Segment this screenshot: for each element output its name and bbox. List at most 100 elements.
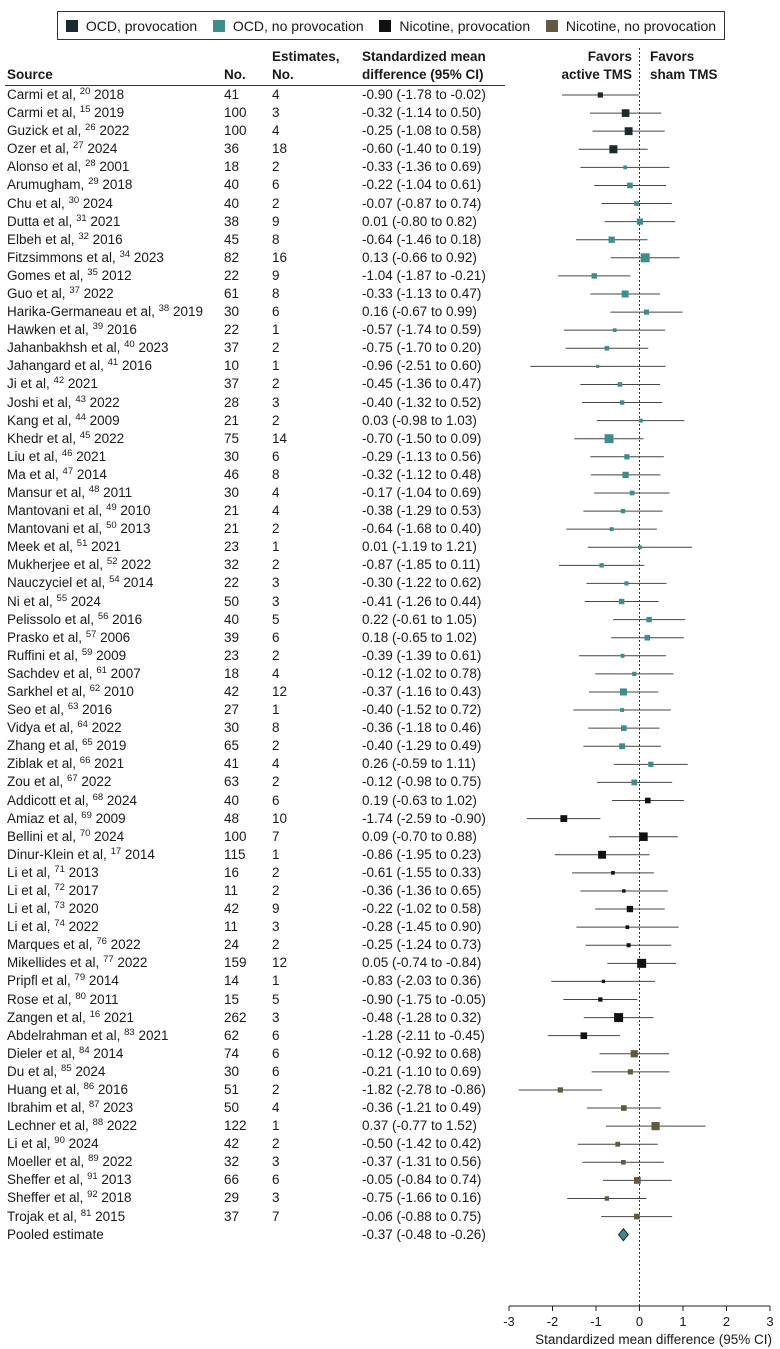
smd-cell: -0.60 (-1.40 to 0.19) [362,140,481,158]
point-estimate-marker [596,364,600,368]
pooled-label: Pooled estimate [7,1226,104,1242]
smd-cell: -0.21 (-1.10 to 0.69) [362,1063,481,1081]
estimates-cell: 2 [272,1135,280,1153]
estimates-cell: 7 [272,1208,280,1226]
n-cell: 11 [224,918,238,936]
study-estimates: 10 [272,810,288,826]
smd-cell: 0.01 (-0.80 to 0.82) [362,213,477,231]
study-ref: 44 [75,411,86,423]
study-smd-ci: 0.26 (-0.59 to 1.11) [362,756,476,772]
point-estimate-marker [623,165,628,170]
point-estimate-marker [629,490,635,496]
n-cell: 42 [224,900,239,918]
study-smd-ci: -1.74 (-2.59 to -0.90) [362,810,486,826]
study-year: 2022 [106,1118,137,1134]
study-author: Jahanbakhsh et al, [7,340,121,356]
study-n: 37 [224,376,240,392]
smd-cell: -0.96 (-2.51 to 0.60) [362,357,481,375]
study-author: Sheffer et al, [7,1172,84,1188]
study-author: Ji et al, [7,376,50,392]
point-estimate-marker [619,400,625,405]
point-estimate-marker [604,434,614,444]
smd-cell: -1.04 (-1.87 to -0.21) [362,267,486,285]
source-cell: Zhang et al, 65 2019 [7,737,126,755]
n-cell: 100 [224,828,247,846]
estimates-cell: 12 [272,954,287,972]
smd-cell: -0.39 (-1.39 to 0.61) [362,647,481,665]
header-smd-line2: difference (95% CI) [362,67,484,82]
x-tick-label: 1 [679,1314,686,1329]
estimates-cell: 4 [272,484,280,502]
study-smd-ci: -0.83 (-2.03 to 0.36) [362,973,482,989]
study-year: 2011 [103,484,133,500]
study-n: 65 [224,738,240,754]
study-year: 2024 [106,792,137,808]
smd-cell: -0.06 (-0.88 to 0.75) [362,1208,481,1226]
source-cell: Nauczyciel et al, 54 2014 [7,574,153,592]
study-estimates: 4 [272,665,280,681]
point-estimate-marker [624,127,633,136]
study-smd-ci: -0.57 (-1.74 to 0.59) [362,322,482,338]
study-year: 2021 [90,213,121,229]
study-author: Du et al, [7,1063,58,1079]
source-cell: Ibrahim et al, 87 2023 [7,1099,133,1117]
study-ref: 43 [75,393,86,405]
smd-cell: -0.37 (-1.16 to 0.43) [362,683,481,701]
point-estimate-marker [627,182,633,189]
source-cell: Dinur-Klein et al, 17 2014 [7,846,155,864]
smd-cell: -0.64 (-1.68 to 0.40) [362,520,481,538]
study-year: 2024 [82,195,113,211]
x-tick-label: 2 [723,1314,730,1329]
study-author: Li et al, [7,864,51,880]
study-year: 2010 [120,503,151,519]
study-ref: 85 [61,1062,72,1074]
study-smd-ci: -0.70 (-1.50 to 0.09) [362,430,482,446]
x-tick-label: 0 [636,1314,643,1329]
study-smd-ci: -0.22 (-1.04 to 0.61) [362,177,482,193]
n-cell: 50 [224,593,239,611]
study-smd-ci: -0.12 (-1.02 to 0.78) [362,665,482,681]
study-n: 15 [224,991,240,1007]
study-smd-ci: -0.75 (-1.66 to 0.16) [362,1190,482,1206]
study-smd-ci: 0.09 (-0.70 to 0.88) [362,828,477,844]
study-n: 39 [224,629,240,645]
n-cell: 16 [224,864,239,882]
smd-cell: -0.36 (-1.21 to 0.49) [362,1099,481,1117]
study-year: 2022 [121,557,152,573]
study-n: 30 [224,720,240,736]
study-n: 42 [224,683,240,699]
pooled-smd-cell: -0.37 (-0.48 to -0.26) [362,1226,486,1244]
smd-cell: -0.30 (-1.22 to 0.62) [362,574,481,592]
n-cell: 21 [224,412,239,430]
study-year: 2007 [110,665,141,681]
study-estimates: 12 [272,683,288,699]
study-year: 2023 [103,1100,134,1116]
source-cell: Zangen et al, 16 2021 [7,1009,134,1027]
study-n: 100 [224,828,247,844]
smd-cell: -0.48 (-1.28 to 0.32) [362,1009,481,1027]
study-ref: 62 [89,682,101,694]
n-cell: 62 [224,1027,239,1045]
study-author: Mantovani et al, [7,521,103,537]
source-cell: Carmi et al, 20 2018 [7,86,124,104]
smd-cell: -0.40 (-1.29 to 0.49) [362,737,481,755]
estimates-cell: 1 [272,972,280,990]
study-n: 11 [224,882,239,898]
study-ref: 84 [79,1044,90,1056]
study-ref: 52 [106,556,118,568]
smd-cell: -0.50 (-1.42 to 0.42) [362,1135,481,1153]
n-cell: 15 [224,991,239,1009]
n-cell: 10 [224,357,239,375]
n-cell: 37 [224,1208,239,1226]
point-estimate-marker [620,508,626,514]
estimates-cell: 6 [272,629,280,647]
study-ref: 57 [85,628,97,640]
study-estimates: 4 [272,503,280,519]
study-year: 2016 [121,358,152,374]
smd-cell: 0.09 (-0.70 to 0.88) [362,828,477,846]
estimates-cell: 3 [272,1153,280,1171]
study-author: Guo et al, [7,285,66,301]
study-year: 2023 [133,249,164,265]
smd-cell: -0.32 (-1.14 to 0.50) [362,104,481,122]
study-ref: 38 [158,303,170,315]
